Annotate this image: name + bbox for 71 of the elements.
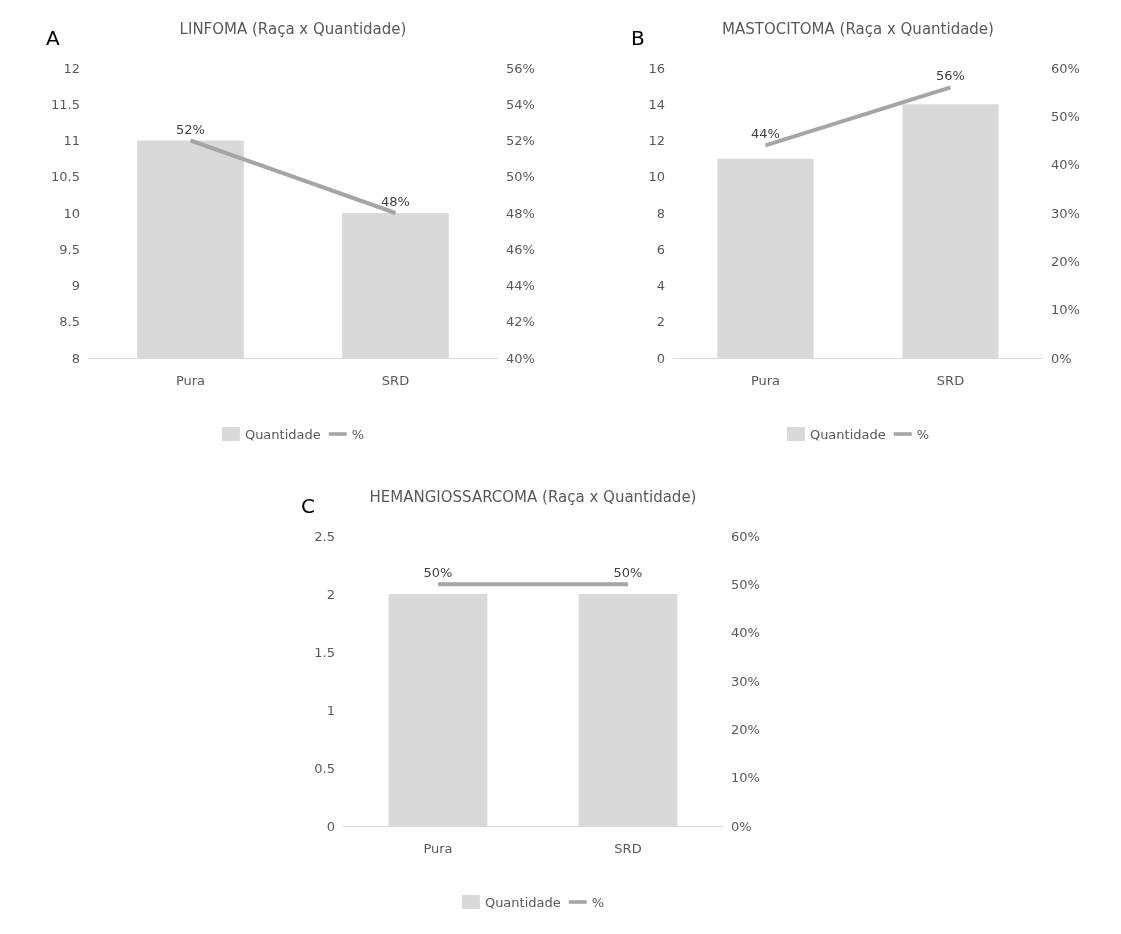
x-tick-label: Pura [423,841,453,856]
legend-label: % [351,426,365,442]
y-tick-label: 8.5 [59,314,80,330]
x-tick-label: Pura [175,373,206,388]
y-tick-label: 9 [71,278,80,293]
y-tick-label: 0.5 [314,760,335,776]
text: A [46,26,60,50]
y2-tick-label: 60% [1051,60,1080,76]
y-tick-label: 0 [326,818,335,834]
y-tick-label: 2.5 [314,528,335,544]
data-label: 44% [751,126,780,142]
legend-label: % [916,426,930,442]
y2-tick-label: 40% [731,625,760,641]
y-tick-label: 9.5 [59,241,80,257]
data-label: 56% [936,68,965,84]
y-tick-label: 10 [648,169,665,185]
y2-tick-label: 20% [731,721,760,737]
y-tick-label: 12 [648,133,665,148]
chart-title: HEMANGIOSSARCOMA (Raça x Quantidade) [369,487,697,506]
y-tick-label: 2 [656,314,665,330]
x-tick-label: SRD [614,841,642,856]
legend-label: Quantidade [809,426,886,442]
y2-tick-label: 60% [731,528,760,544]
data-label: 52% [176,121,205,137]
y-tick-label: 11 [63,133,80,148]
y-tick-label: 1.5 [314,644,335,660]
y2-tick-label: 10% [731,770,760,786]
y-tick-label: 4 [656,278,665,293]
legend-label: % [591,894,605,910]
text: C [301,494,315,518]
x-tick-label: SRD [936,373,965,388]
y2-tick-label: 40% [1051,157,1080,173]
y2-tick-label: 50% [1051,108,1080,124]
y2-tick-label: 42% [506,314,535,330]
y2-tick-label: 52% [506,133,535,148]
x-tick-label: Pura [750,373,781,388]
legend-label: Quantidade [484,894,561,910]
y2-tick-label: 48% [506,205,535,221]
text: B [631,26,645,50]
y-tick-label: 6 [656,241,665,257]
y2-tick-label: 40% [506,350,535,366]
y2-tick-label: 44% [506,278,535,293]
y2-tick-label: 50% [506,169,535,185]
legend-label: Quantidade [244,426,321,442]
y2-tick-label: 54% [506,96,535,112]
y-tick-label: 10.5 [51,169,80,185]
x-tick-label: SRD [381,373,410,388]
data-label: 48% [381,194,410,209]
y2-tick-label: 30% [1051,205,1080,221]
chart-title: MASTOCITOMA (Raça x Quantidade) [722,19,994,38]
y2-tick-label: 20% [1051,253,1080,269]
chart-title: LINFOMA (Raça x Quantidade) [179,19,407,38]
y2-tick-label: 10% [1051,302,1080,318]
y-tick-label: 12 [63,60,80,76]
y2-tick-label: 50% [731,576,760,592]
y-tick-label: 16 [648,60,665,76]
y2-tick-label: 0% [1051,350,1072,366]
y2-tick-label: 56% [506,60,535,76]
y2-tick-label: 46% [506,241,535,257]
y-tick-label: 1 [326,702,335,718]
data-label: 50% [423,565,453,581]
y2-tick-label: 0% [731,818,752,834]
y-tick-label: 14 [648,96,665,112]
y2-tick-label: 30% [731,673,760,689]
y-tick-label: 11.5 [51,96,80,112]
data-label: 50% [613,565,643,581]
y-tick-label: 0 [656,350,665,366]
y-tick-label: 8 [656,205,665,221]
y-tick-label: 2 [326,586,335,602]
y-tick-label: 8 [71,350,80,366]
y-tick-label: 10 [63,205,80,221]
